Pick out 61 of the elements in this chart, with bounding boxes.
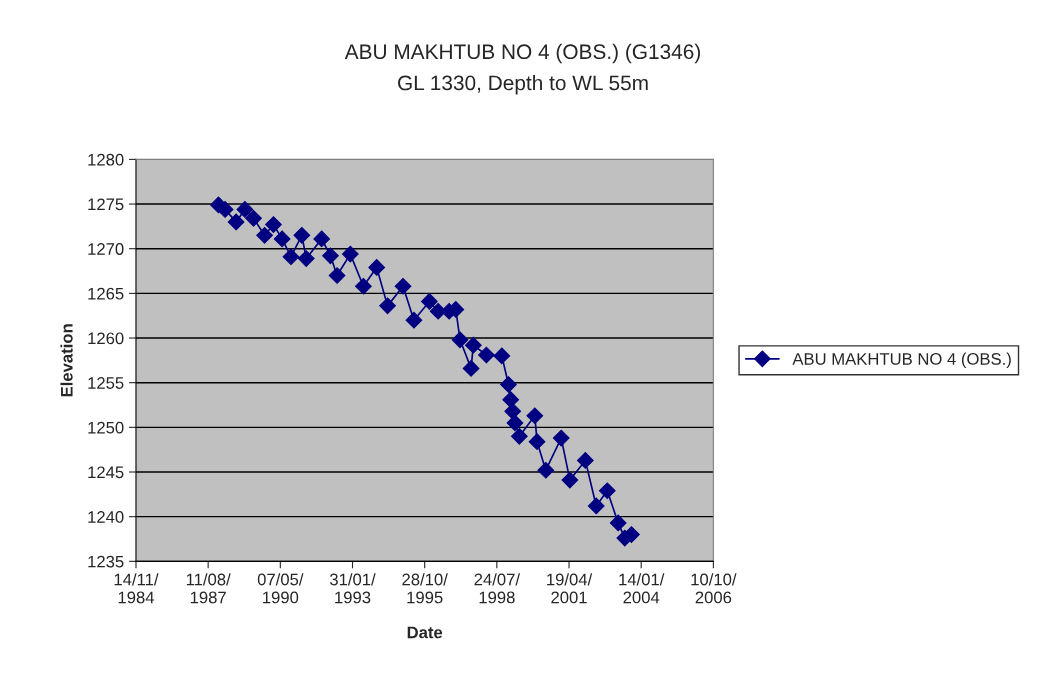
x-axis-title: Date — [407, 626, 443, 639]
point — [256, 226, 273, 244]
point — [293, 226, 311, 244]
point — [500, 376, 517, 393]
point — [273, 230, 291, 248]
y-tick-label: 1255 — [88, 377, 124, 389]
point — [462, 360, 480, 377]
point — [561, 471, 579, 489]
x-tick-label: 14/01/ 2004 — [619, 573, 665, 604]
chart-title: ABU MAKHTUB NO 4 (OBS.) (G1346) — [344, 43, 700, 64]
point — [576, 452, 594, 469]
y-axis-title: Elevation — [60, 324, 73, 397]
point — [313, 230, 331, 248]
point — [420, 293, 438, 310]
legend-label: ABU MAKHTUB NO 4 (OBS.) — [792, 352, 1011, 369]
x-tick-label: 07/05/ 1990 — [257, 573, 304, 604]
point — [528, 433, 546, 451]
point — [526, 407, 544, 425]
y-tick-label: 1240 — [88, 511, 124, 523]
x-tick-label: 31/01/ 1993 — [329, 573, 376, 604]
point — [405, 311, 423, 329]
y-tick-label: 1235 — [88, 555, 124, 568]
point — [227, 213, 245, 231]
point — [587, 497, 605, 515]
point — [297, 250, 315, 267]
x-tick-label: 28/10/ 1995 — [402, 573, 448, 604]
point — [282, 248, 300, 266]
y-tick-label: 1280 — [88, 153, 124, 166]
y-tick-label: 1265 — [88, 287, 124, 300]
x-tick-label: 10/10/ 2006 — [691, 573, 737, 604]
x-tick-label: 14/11/ 1984 — [114, 573, 159, 604]
point — [379, 297, 396, 315]
point — [328, 267, 346, 284]
point — [368, 259, 386, 276]
chart-subtitle: GL 1330, Depth to WL 55m — [398, 74, 648, 95]
point — [245, 209, 262, 227]
x-tick-label: 19/04/ 2001 — [547, 573, 593, 604]
point — [552, 429, 570, 447]
y-tick-label: 1260 — [88, 332, 124, 345]
point — [598, 482, 616, 500]
y-tick-label: 1245 — [88, 466, 124, 479]
point — [322, 247, 339, 265]
point — [537, 461, 555, 479]
point — [451, 331, 469, 349]
point — [265, 216, 282, 233]
point — [341, 245, 359, 263]
y-tick-label: 1275 — [88, 198, 124, 211]
point — [355, 277, 372, 295]
point — [236, 201, 254, 218]
point — [609, 514, 627, 532]
point — [394, 277, 412, 295]
point — [504, 402, 522, 420]
x-tick-label: 11/08/ 1987 — [186, 573, 231, 604]
point — [478, 346, 495, 364]
y-tick-label: 1270 — [88, 243, 124, 255]
y-tick-label: 1250 — [88, 421, 124, 434]
point — [493, 347, 511, 365]
point — [506, 414, 524, 432]
x-tick-label: 24/07/ 1998 — [474, 573, 521, 604]
point — [464, 336, 482, 354]
point — [510, 427, 528, 445]
